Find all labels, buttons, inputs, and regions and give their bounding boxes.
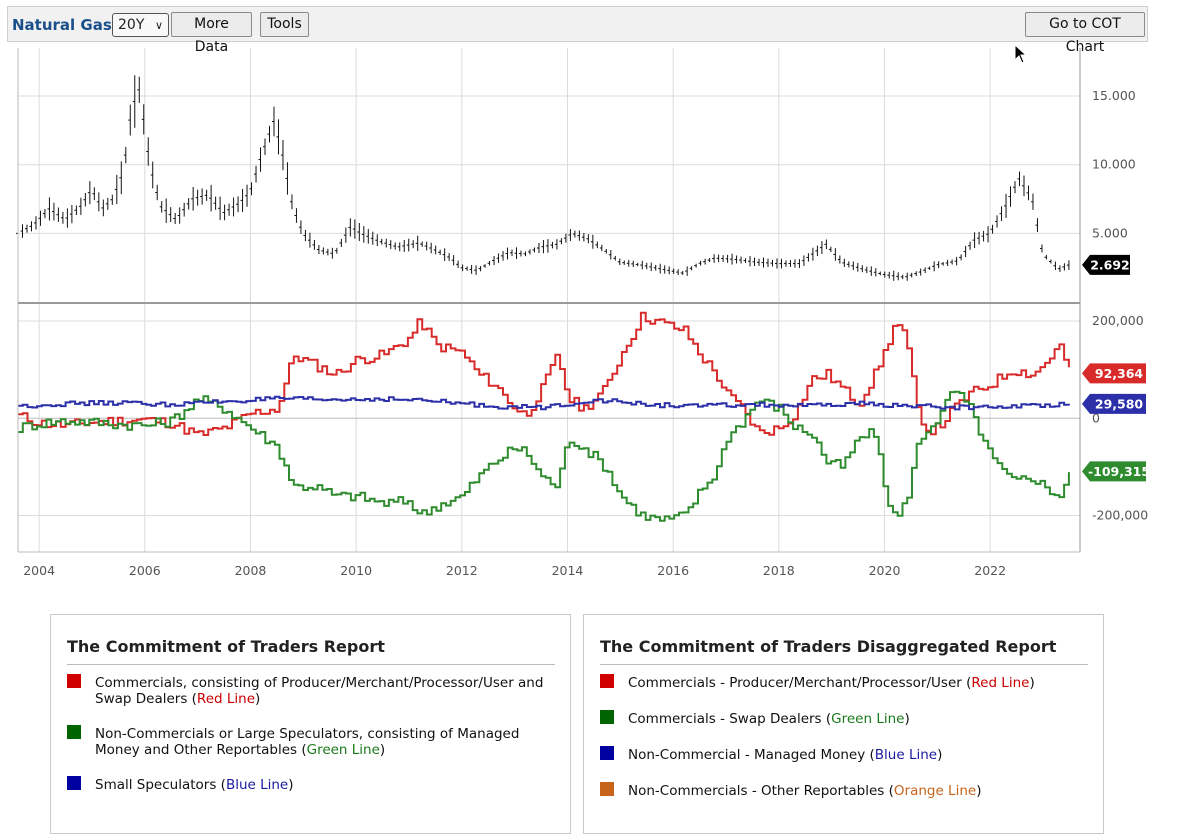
- price-y-tick-label: 5.000: [1092, 225, 1128, 240]
- legend-text: ): [288, 777, 294, 793]
- legend-text: ): [904, 711, 910, 727]
- x-tick-label: 2004: [23, 563, 55, 578]
- disaggregated-report-legend: The Commitment of Traders Disaggregated …: [583, 614, 1104, 834]
- legend-divider: [600, 664, 1088, 665]
- legend-title: The Commitment of Traders Report: [67, 637, 385, 656]
- x-tick-label: 2022: [974, 563, 1006, 578]
- legend-text: ): [255, 691, 261, 707]
- more-data-button[interactable]: More Data: [171, 12, 252, 55]
- legend-text: Non-Commercials - Other Reportables (: [628, 783, 894, 799]
- x-tick-label: 2008: [235, 563, 267, 578]
- series-end-badge: [1082, 363, 1146, 384]
- price-y-tick-label: 10.000: [1092, 157, 1136, 172]
- legend-text: Small Speculators (: [95, 777, 226, 793]
- series-end-value: 92,364: [1095, 366, 1144, 381]
- legend-line-name: Orange Line: [893, 783, 977, 799]
- legend-line-name: Green Line: [831, 711, 905, 727]
- x-tick-label: 2014: [552, 563, 584, 578]
- chart-grid: [18, 48, 1080, 552]
- orange-swatch-icon: [600, 782, 614, 796]
- x-tick-label: 2020: [869, 563, 901, 578]
- series-end-badge: [1082, 461, 1146, 482]
- legend-text: ): [937, 747, 943, 763]
- chart-axes: [17, 48, 1081, 553]
- cot-y-tick-label: -200,000: [1092, 508, 1148, 523]
- cot-panel: [18, 311, 1070, 522]
- green-swatch-icon: [600, 710, 614, 724]
- cot-y-tick-label: 0: [1092, 410, 1100, 425]
- blue-swatch-icon: [600, 746, 614, 760]
- x-tick-label: 2016: [657, 563, 689, 578]
- series-end-value: 29,580: [1095, 396, 1144, 411]
- legend-text: Commercials, consisting of Producer/Merc…: [95, 675, 544, 691]
- price-y-tick-label: 15.000: [1092, 88, 1136, 103]
- legend-line-name: Red Line: [196, 691, 255, 707]
- price-last-value-badge: [1082, 254, 1130, 275]
- blue-swatch-icon: [67, 776, 81, 790]
- x-tick-label: 2006: [129, 563, 161, 578]
- green-swatch-icon: [67, 725, 81, 739]
- legend-line-name: Blue Line: [225, 777, 289, 793]
- chart-labels: 2004 2006 2008 2010 2012 2014 2016 2018 2020 2022…: [23, 88, 1150, 578]
- legend-text: ): [1029, 675, 1035, 691]
- chevron-down-icon: ∨: [154, 19, 163, 32]
- legend-text: Commercials - Swap Dealers (: [628, 711, 832, 727]
- mouse-cursor-icon: [1014, 44, 1028, 64]
- range-select-value: 20Y: [118, 17, 145, 33]
- price-last-value: 2.692: [1090, 257, 1130, 272]
- legend-text: Non-Commercials or Large Speculators, co…: [95, 726, 520, 742]
- x-tick-label: 2018: [763, 563, 795, 578]
- range-select[interactable]: 20Y ∨: [112, 13, 169, 37]
- legend-text: ): [379, 742, 386, 758]
- x-tick-label: 2010: [340, 563, 372, 578]
- series-end-badge: [1082, 393, 1146, 414]
- go-to-cot-chart-button[interactable]: Go to COT Chart: [1025, 12, 1145, 55]
- legend-line-name: Green Line: [306, 742, 380, 758]
- cot-series-line-large-speculators: [18, 390, 1070, 522]
- legend-text: Commercials - Producer/Merchant/Processo…: [628, 675, 972, 691]
- tools-button[interactable]: Tools: [260, 12, 309, 37]
- legend-text: Money and Other Reportables (: [95, 742, 307, 758]
- cot-report-legend: The Commitment of Traders Report Commerc…: [50, 614, 571, 834]
- legend-line-name: Red Line: [971, 675, 1030, 691]
- cot-series-line-commercials: [18, 311, 1070, 436]
- legend-text: Non-Commercial - Managed Money (: [628, 747, 875, 763]
- legend-title: The Commitment of Traders Disaggregated …: [600, 637, 1057, 656]
- legend-text: ): [976, 783, 982, 799]
- x-tick-label: 2012: [446, 563, 478, 578]
- legend-line-name: Blue Line: [874, 747, 938, 763]
- red-swatch-icon: [600, 674, 614, 688]
- legend-divider: [67, 664, 555, 665]
- price-and-cot-chart[interactable]: 2004 2006 2008 2010 2012 2014 2016 2018 2020 2022…: [0, 0, 1200, 600]
- cot-series-line-small-speculators: [18, 395, 1070, 411]
- commodity-title: Natural Gas: [12, 16, 112, 34]
- red-swatch-icon: [67, 674, 81, 688]
- legend-text: Swap Dealers (: [95, 691, 197, 707]
- price-panel: [16, 75, 1070, 281]
- cot-y-tick-label: 200,000: [1092, 313, 1144, 328]
- series-end-value: -109,315: [1088, 464, 1150, 479]
- chart-toolbar: Natural Gas 20Y ∨ More Data Tools Go to …: [7, 6, 1148, 55]
